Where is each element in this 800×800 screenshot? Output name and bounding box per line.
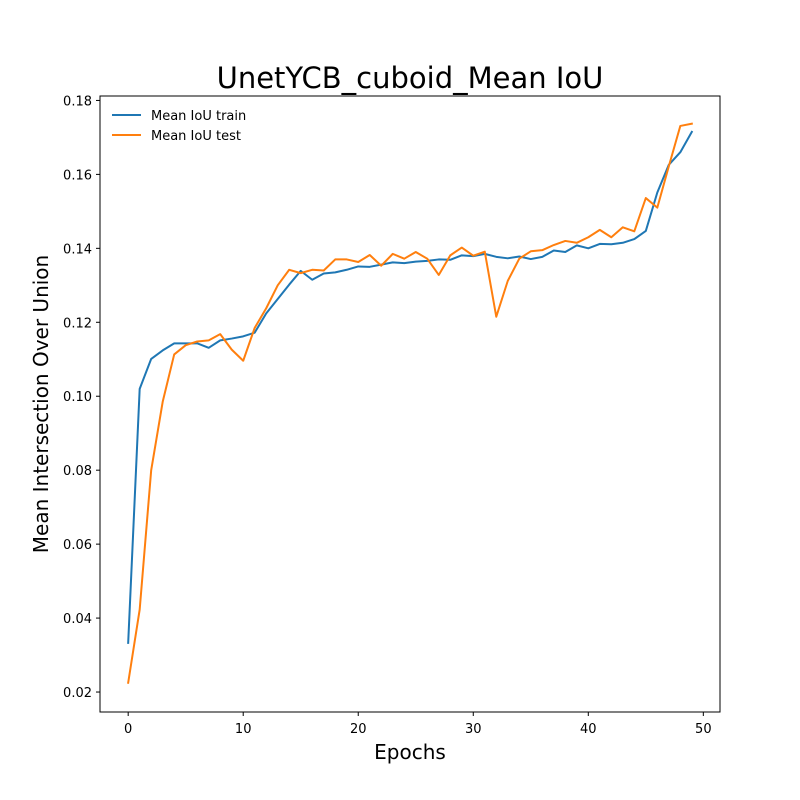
plot-area: 0 10 20 30 40 50 0.02 0.04 0.06 0.08 0.10 0.12 0.14… — [63, 94, 721, 737]
y-axis-title: Mean Intersection Over Union — [29, 255, 53, 553]
y-tick-label: 0.18 — [63, 94, 92, 109]
y-tick-label: 0.12 — [63, 316, 92, 331]
legend-label-train: Mean IoU train — [151, 109, 246, 124]
x-tick-label: 10 — [235, 722, 252, 737]
y-tick-label: 0.08 — [63, 464, 92, 479]
legend: Mean IoU train Mean IoU test — [112, 109, 246, 144]
y-tick-label: 0.16 — [63, 168, 92, 183]
y-tick-label: 0.14 — [63, 242, 92, 257]
x-tick-label: 20 — [350, 722, 367, 737]
chart-title: UnetYCB_cuboid_Mean IoU — [217, 61, 604, 95]
x-axis-title: Epochs — [374, 740, 446, 764]
x-tick-label: 40 — [580, 722, 597, 737]
axes-frame — [99, 95, 721, 713]
y-tick-label: 0.04 — [63, 612, 92, 627]
legend-label-test: Mean IoU test — [151, 129, 241, 144]
x-tick-label: 0 — [124, 722, 132, 737]
y-tick-label: 0.02 — [63, 686, 92, 701]
y-axis-ticks: 0.02 0.04 0.06 0.08 0.10 0.12 0.14 0.16 0.18 — [63, 94, 100, 701]
x-tick-label: 30 — [465, 722, 482, 737]
series-line-test — [127, 122, 693, 684]
series-line-train — [127, 130, 694, 644]
x-tick-label: 50 — [695, 722, 712, 737]
y-tick-label: 0.06 — [63, 538, 92, 553]
series-layer — [127, 122, 694, 684]
x-axis-ticks: 0 10 20 30 40 50 — [124, 712, 712, 737]
y-tick-label: 0.10 — [63, 390, 92, 405]
